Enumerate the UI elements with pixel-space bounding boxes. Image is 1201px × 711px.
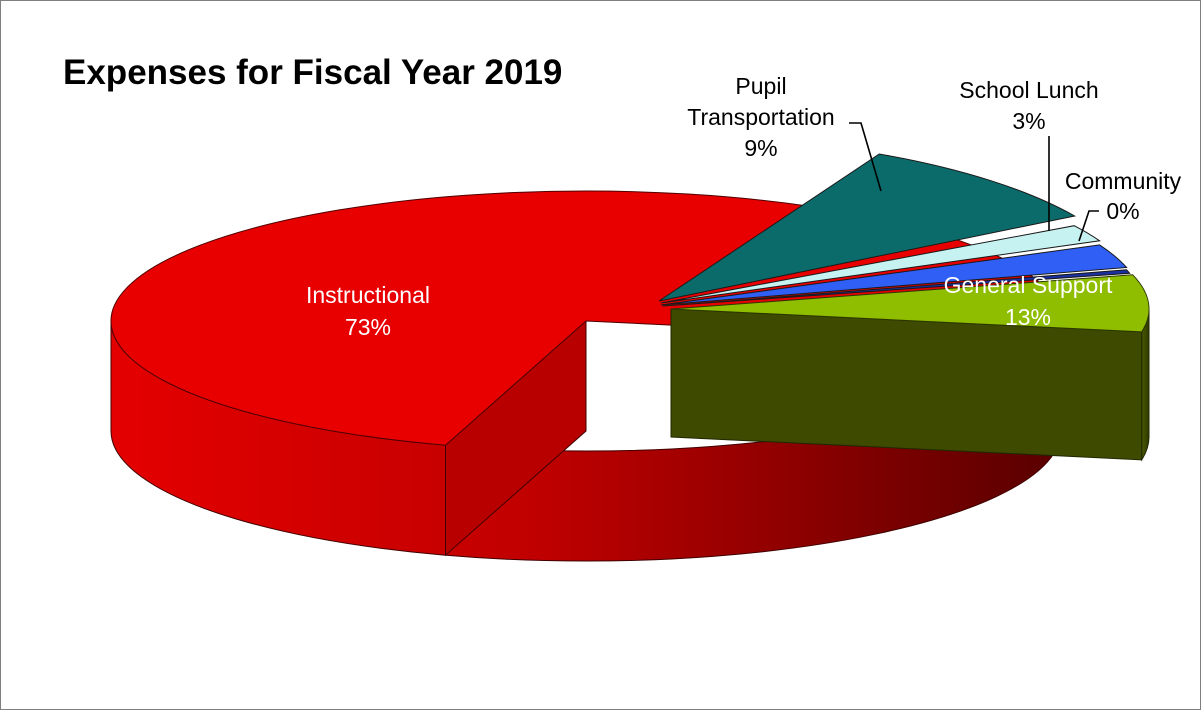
label-school-lunch-percent: 3% <box>1012 108 1045 134</box>
leader-community <box>1078 210 1099 242</box>
label-pupil-transportation-line1: Pupil <box>735 73 786 99</box>
label-general-support-name: General Support <box>944 272 1113 298</box>
label-community-name: Community <box>1065 168 1182 194</box>
slice-general-support-cut <box>670 308 1143 461</box>
slice-school-lunch <box>660 244 1128 306</box>
label-instructional-name: Instructional <box>306 282 430 308</box>
label-school-lunch-name: School Lunch <box>959 77 1098 103</box>
slice-general-support <box>670 274 1150 333</box>
label-pupil-transportation-percent: 9% <box>744 135 777 161</box>
label-general-support-percent: 13% <box>1005 304 1051 330</box>
label-instructional-percent: 73% <box>345 314 391 340</box>
leader-pupil-transportation <box>849 122 882 192</box>
slice-general-support-side <box>1141 308 1150 462</box>
slice-other-unlabeled <box>660 225 1101 304</box>
slice-community <box>662 269 1131 307</box>
label-pupil-transportation-line2: Transportation <box>687 104 834 130</box>
label-community-percent: 0% <box>1106 198 1139 224</box>
chart-title: Expenses for Fiscal Year 2019 <box>63 53 563 92</box>
slice-pupil-transportation <box>658 153 1077 302</box>
